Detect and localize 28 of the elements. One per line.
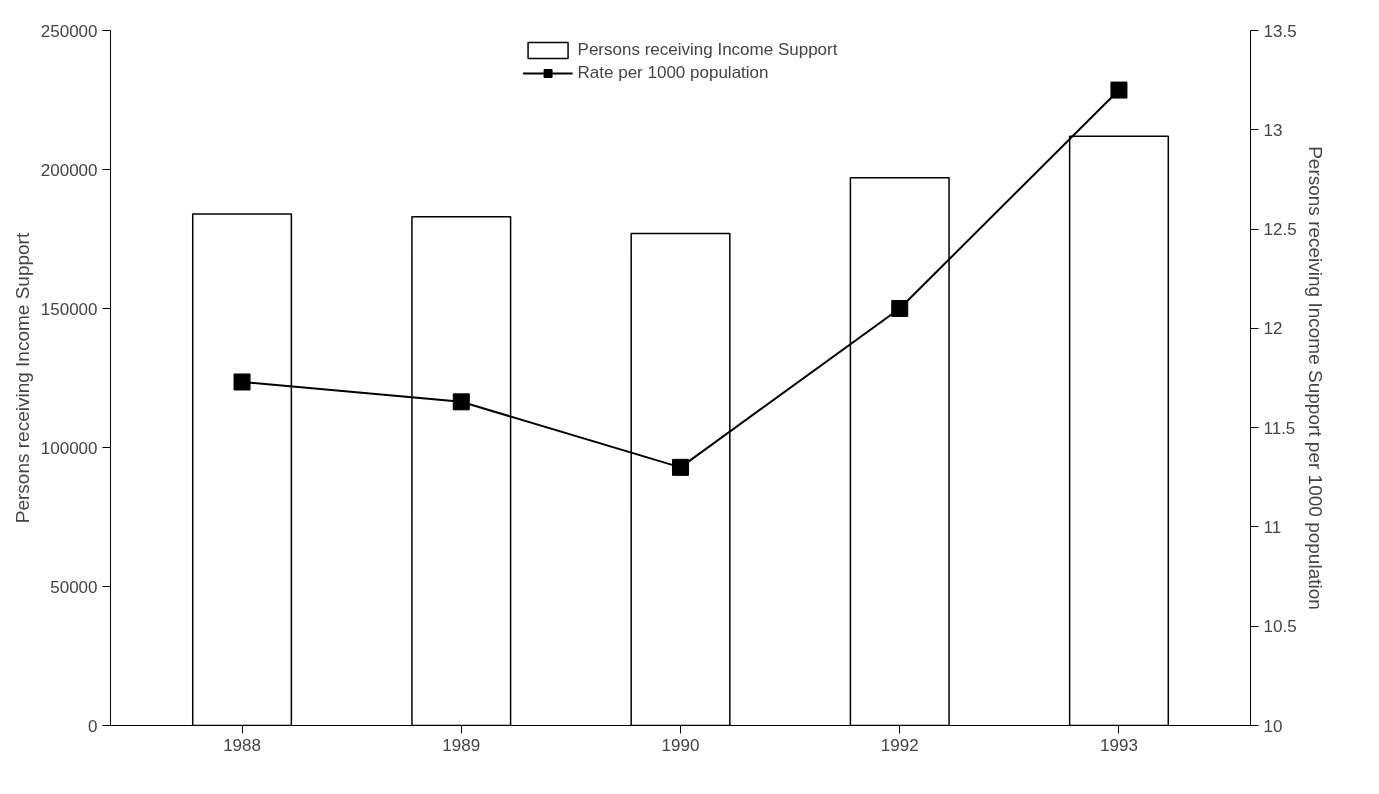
- y-axis-title: Persons receiving Income Support: [11, 232, 33, 524]
- point: [1110, 81, 1128, 99]
- y2-tick-label: 13.5: [1263, 21, 1297, 41]
- legend-label: Rate per 1000 population: [577, 63, 769, 83]
- y-tick-label: 150000: [40, 299, 98, 319]
- y2-tick-label: 11.5: [1263, 418, 1296, 438]
- y2-axis-title: Persons receiving Income Support per 1000 population: [1304, 146, 1326, 610]
- x-tick-label: 1988: [223, 735, 261, 755]
- y2-tick-label: 13: [1263, 120, 1283, 140]
- x-tick-label: 1990: [661, 735, 700, 755]
- y2-tick-label: 11: [1263, 517, 1282, 537]
- y-tick-label: 200000: [40, 160, 98, 180]
- y2-tick-label: 12.5: [1263, 220, 1297, 240]
- y-tick-label: 100000: [40, 438, 98, 458]
- y-tick-label: 250000: [40, 21, 98, 41]
- point: [233, 373, 251, 391]
- y2-tick-label: 10.5: [1263, 617, 1297, 637]
- point: [452, 393, 470, 411]
- y2-tick-label: 10: [1263, 716, 1283, 736]
- y-tick-label: 50000: [50, 577, 98, 597]
- x-tick-label: 1989: [442, 735, 481, 755]
- point: [891, 300, 909, 317]
- y-tick-label: 0: [88, 716, 98, 736]
- legend-label: Persons receiving Income Support: [577, 40, 838, 60]
- y2-tick-label: 12: [1263, 319, 1283, 339]
- x-tick-label: 1993: [1100, 735, 1138, 755]
- x-tick-label: 1992: [880, 735, 919, 755]
- point: [672, 458, 689, 476]
